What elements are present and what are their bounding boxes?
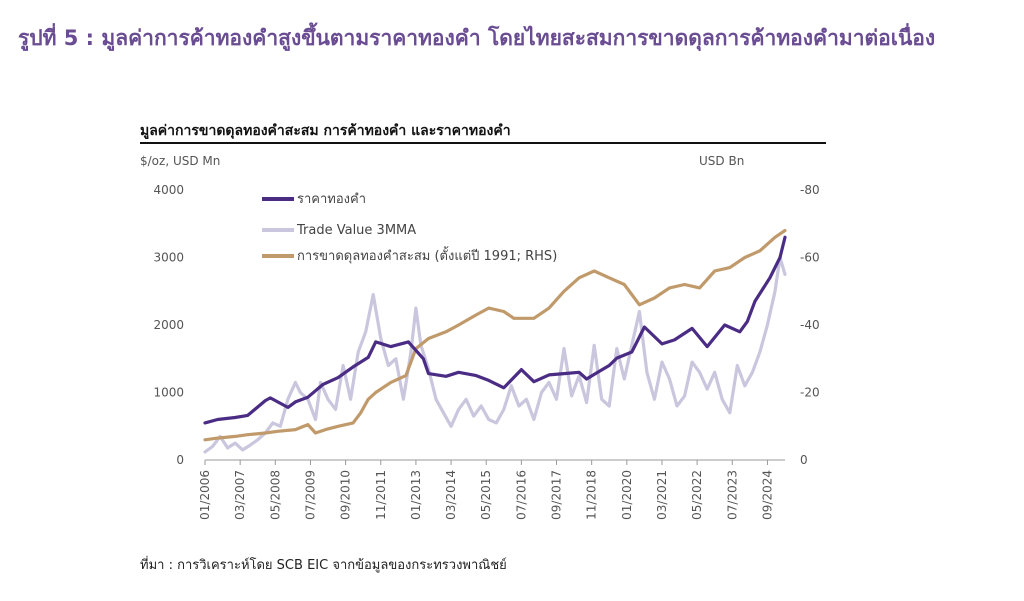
y-right-axis-label: USD Bn: [699, 154, 744, 168]
chart-title: มูลค่าการขาดดุลทองคำสะสม การค้าทองคำ และ…: [140, 123, 511, 139]
x-tick-label: 03/2007: [233, 470, 247, 520]
x-tick-label: 03/2014: [444, 470, 458, 520]
y-right-tick-label: 0: [800, 453, 808, 467]
y-right-tick-label: -20: [800, 386, 820, 400]
y-left-tick-label: 3000: [153, 251, 184, 265]
x-tick-label: 07/2016: [514, 470, 528, 520]
x-tick-label: 03/2021: [655, 470, 669, 520]
x-tick-label: 11/2011: [374, 470, 388, 520]
y-left-tick-label: 0: [176, 453, 184, 467]
figure-title: รูปที่ 5 : มูลค่าการค้าทองคำสูงขึ้นตามรา…: [18, 26, 936, 50]
x-tick-label: 05/2008: [268, 470, 282, 520]
x-tick-label: 01/2013: [409, 470, 423, 520]
x-tick-label: 01/2006: [198, 470, 212, 520]
y-right-tick-label: -80: [800, 183, 820, 197]
y-right-tick-label: -40: [800, 318, 820, 332]
chart-title-rule: [140, 142, 826, 144]
axes: 0 1000 2000 3000 4000 0 -20 -40 -60 -80 01/2006 03/…: [153, 183, 819, 520]
y-left-tick-label: 4000: [153, 183, 184, 197]
y-left-tick-label: 2000: [153, 318, 184, 332]
legend-item-gold-price-label: ราคาทองคำ: [297, 192, 366, 207]
series-layer: [203, 228, 787, 454]
x-tick-label: 05/2015: [479, 470, 493, 520]
x-tick-label: 05/2022: [690, 470, 704, 520]
series-line-trade-value: [203, 255, 787, 454]
x-tick-label: 09/2017: [550, 470, 564, 520]
series-line-gold-price: [203, 235, 787, 425]
x-tick-label: 07/2009: [303, 470, 317, 520]
legend-item-trade-value-label: Trade Value 3MMA: [296, 223, 416, 238]
y-right-tick-label: -60: [800, 251, 820, 265]
y-left-tick-label: 1000: [153, 386, 184, 400]
x-tick-label: 09/2010: [339, 470, 353, 520]
legend: ราคาทองคำ Trade Value 3MMA การขาดดุลทองคำส…: [262, 192, 557, 264]
series-line-deficit: [203, 228, 787, 442]
x-tick-label: 01/2020: [620, 470, 634, 520]
x-tick-label: 07/2023: [725, 470, 739, 520]
source-note: ที่มา : การวิเคราะห์โดย SCB EIC จากข้อมู…: [140, 558, 507, 573]
y-left-axis-label: $/oz, USD Mn: [140, 154, 220, 168]
x-tick-label: 09/2024: [760, 470, 774, 520]
legend-item-deficit-label: การขาดดุลทองคำสะสม (ตั้งแต่ปี 1991; RHS): [297, 246, 557, 264]
x-tick-label: 11/2018: [585, 470, 599, 520]
